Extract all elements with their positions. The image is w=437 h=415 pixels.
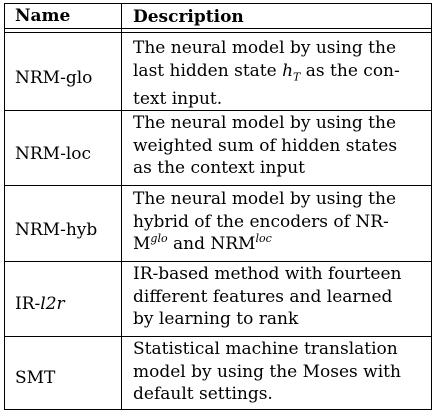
row-name-nrm-loc: NRM-loc: [15, 144, 92, 164]
header-rule: [5, 28, 431, 29]
column-divider: [121, 4, 122, 409]
row-rule: [5, 185, 431, 186]
row-rule: [5, 110, 431, 111]
row-desc-nrm-loc: The neural model by using the weighted s…: [133, 113, 398, 178]
header-description: Description: [133, 7, 244, 27]
row-desc-ir-l2r: IR-based method with fourteen different …: [133, 264, 402, 329]
row-name-smt: SMT: [15, 368, 56, 388]
row-name-nrm-glo: NRM-glo: [15, 68, 93, 88]
row-rule: [5, 336, 431, 337]
row-desc-nrm-glo: The neural model by using the last hidde…: [133, 38, 400, 110]
row-rule: [5, 261, 431, 262]
header-rule-double: [5, 32, 431, 33]
header-name: Name: [15, 6, 71, 26]
row-name-nrm-hyb: NRM-hyb: [15, 220, 98, 240]
row-name-ir-l2r: IR-l2r: [15, 294, 65, 314]
row-desc-nrm-hyb: The neural model by using the hybrid of …: [133, 189, 397, 254]
row-desc-smt: Statistical machine translation model by…: [133, 339, 401, 404]
results-table: Name Description NRM-glo The neural mode…: [4, 3, 432, 410]
